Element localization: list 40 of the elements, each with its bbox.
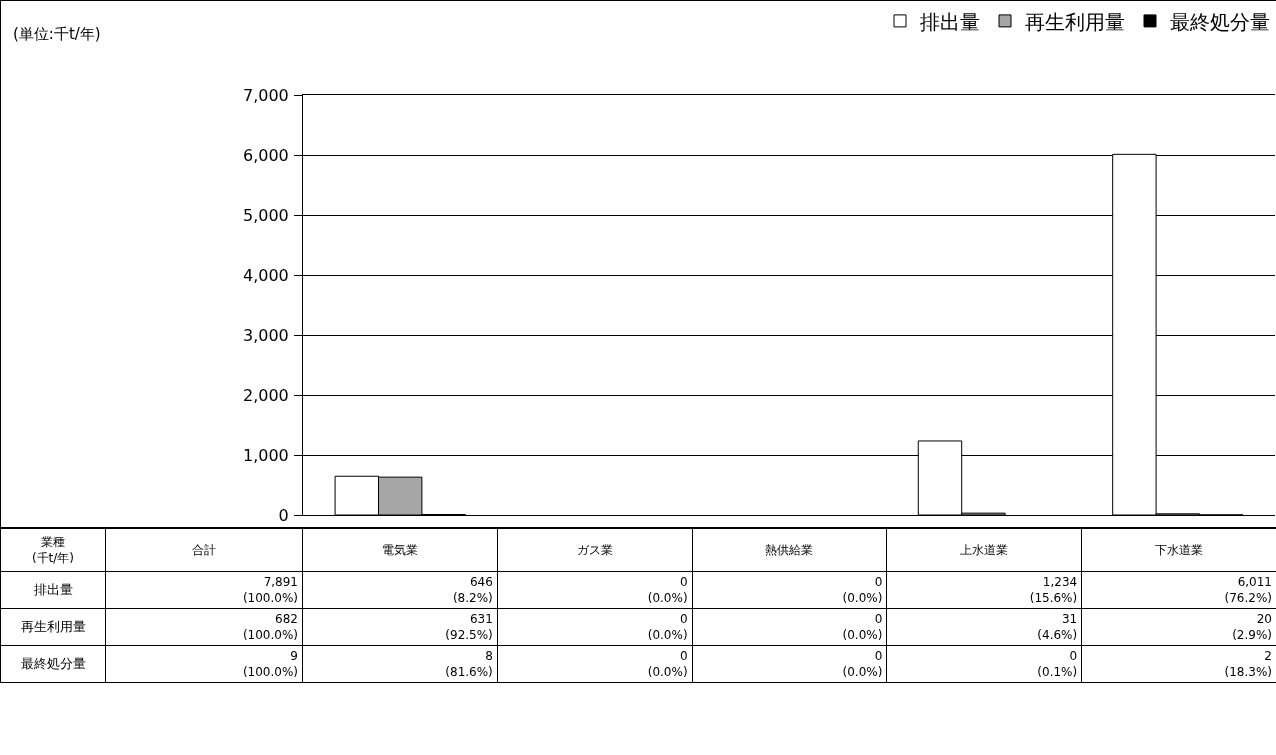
x-tick-label: 下水道業 <box>1081 528 1276 572</box>
data-label: 0 (0.1%) <box>886 645 1082 683</box>
y-tick-label: 3,000 <box>242 325 289 345</box>
y-tick-label: 7,000 <box>242 85 289 105</box>
data-label: 646 (8.2%) <box>302 571 498 609</box>
text: 682 (100.0%) <box>105 608 303 646</box>
data-label: 6,011 (76.2%) <box>1081 571 1276 609</box>
legend-label: 最終処分量 <box>1170 9 1270 34</box>
text: 合計 <box>105 528 303 572</box>
x-tick-label: 電気業 <box>302 528 498 572</box>
text: 再生利用量 <box>20 619 86 634</box>
y-tick-label: 1,000 <box>242 445 289 465</box>
y-tick-label: 6,000 <box>242 145 289 165</box>
text: 9 (100.0%) <box>105 645 303 683</box>
data-label: 0 (0.0%) <box>692 608 887 646</box>
data-label: 631 (92.5%) <box>302 608 498 646</box>
text: 排出量 <box>33 582 73 597</box>
data-label: 0 (0.0%) <box>692 645 887 683</box>
legend-label: 再生利用量 <box>1025 9 1125 34</box>
x-tick-label: 上水道業 <box>886 528 1082 572</box>
data-label: 31 (4.6%) <box>886 608 1082 646</box>
y-tick-label: 5,000 <box>242 205 289 225</box>
data-label: 0 (0.0%) <box>497 608 693 646</box>
data-label: 0 (0.0%) <box>497 571 693 609</box>
legend-label: 排出量 <box>920 9 980 34</box>
data-label: 0 (0.0%) <box>497 645 693 683</box>
data-label: 0 (0.0%) <box>692 571 887 609</box>
y-tick-label: 4,000 <box>242 265 289 285</box>
x-tick-label: ガス業 <box>497 528 693 572</box>
text: 最終処分量 <box>20 656 86 671</box>
text: 業種 (千t/年) <box>0 528 106 572</box>
y-tick-label: 0 <box>278 505 289 525</box>
data-label: 1,234 (15.6%) <box>886 571 1082 609</box>
data-label: 20 (2.9%) <box>1081 608 1276 646</box>
x-tick-label: 熱供給業 <box>692 528 887 572</box>
text: (単位:千t/年) <box>13 25 101 43</box>
data-label: 2 (18.3%) <box>1081 645 1276 683</box>
text: 7,891 (100.0%) <box>105 571 303 609</box>
data-label: 8 (81.6%) <box>302 645 498 683</box>
y-tick-label: 2,000 <box>242 385 289 405</box>
